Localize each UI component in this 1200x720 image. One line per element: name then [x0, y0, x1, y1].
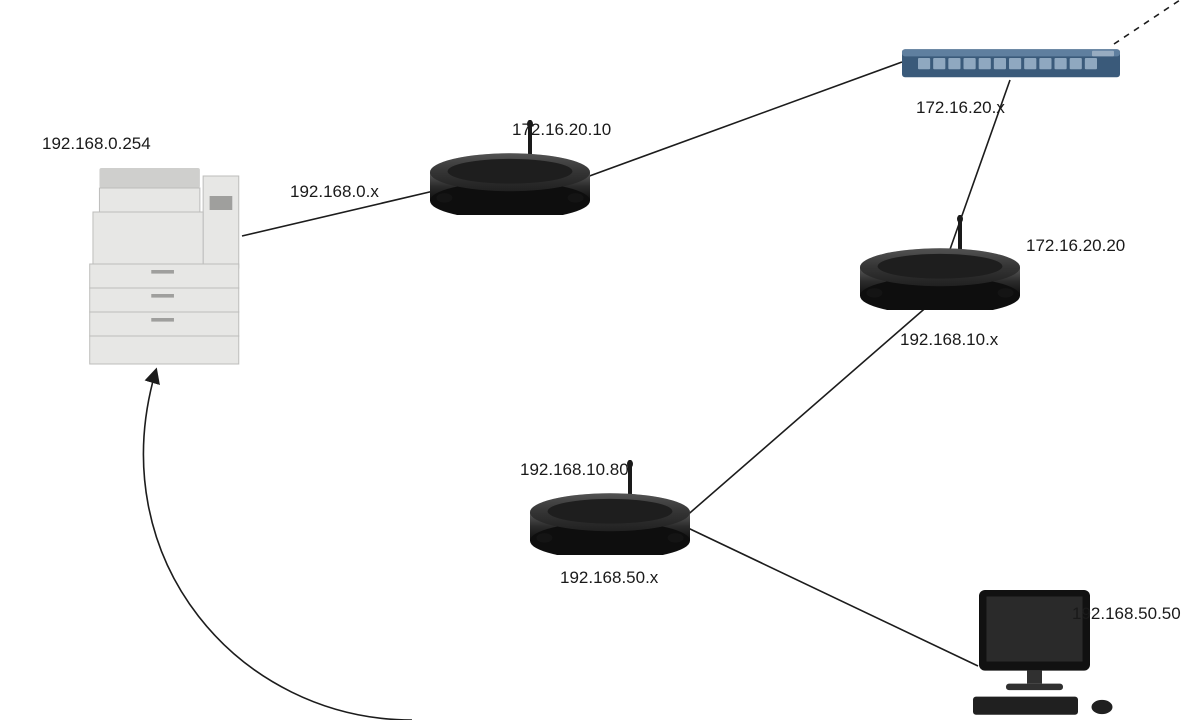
router2-node — [860, 215, 1020, 310]
label-router2-lan: 192.168.10.x — [900, 330, 998, 350]
label-printer: 192.168.0.254 — [42, 134, 151, 154]
label-edge-p-r1: 192.168.0.x — [290, 182, 379, 202]
label-router3-wan: 192.168.10.80 — [520, 460, 629, 480]
label-switch-net: 172.16.20.x — [916, 98, 1005, 118]
link-edge-r3-pc — [688, 528, 978, 666]
link-edge-r2-r3 — [684, 304, 930, 518]
link-edge-r1-sw — [584, 62, 902, 178]
switch-node — [900, 42, 1122, 82]
label-router3-lan: 192.168.50.x — [560, 568, 658, 588]
label-pc: 192.168.50.50 — [1072, 604, 1181, 624]
label-router1-wan: 172.16.20.10 — [512, 120, 611, 140]
network-diagram: 192.168.0.254 192.168.0.x 172.16.20.10 172.… — [0, 0, 1200, 720]
arrow-pc-printer — [143, 370, 412, 720]
label-router2-wan: 172.16.20.20 — [1026, 236, 1125, 256]
uplink-dashed — [1114, 0, 1180, 44]
printer-node — [80, 168, 242, 368]
